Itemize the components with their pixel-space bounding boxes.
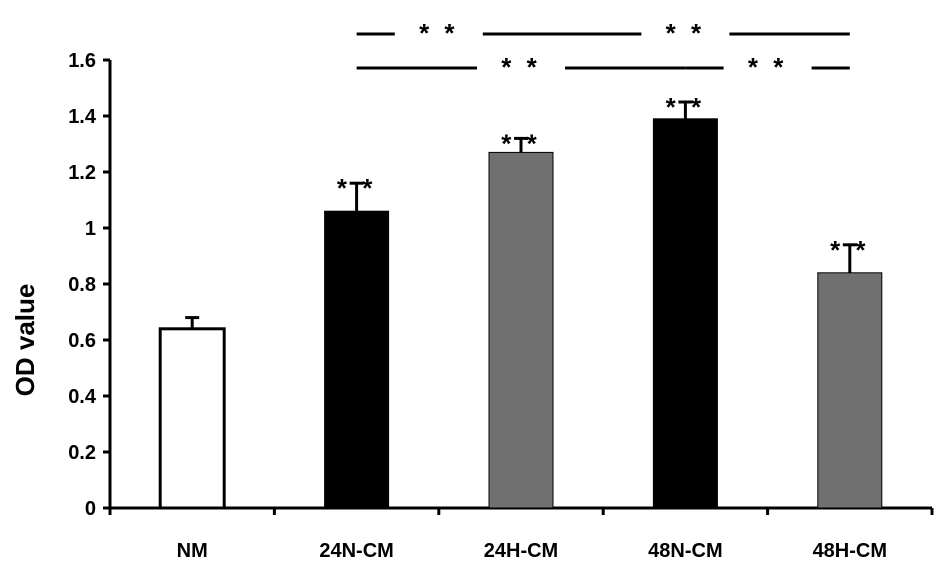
y-tick-label: 0.4 <box>68 386 97 408</box>
comparison-label: * * <box>748 52 787 82</box>
y-tick-label: 1.2 <box>68 162 96 184</box>
significance-label: * * <box>830 235 869 265</box>
x-tick-label: 24N-CM <box>319 540 393 562</box>
bars <box>158 100 883 510</box>
y-tick-label: 0.6 <box>68 330 96 352</box>
x-tick-label: 48N-CM <box>648 540 722 562</box>
bar-24N-CM <box>324 210 390 509</box>
significance-label: * * <box>666 92 705 122</box>
y-tick-label: 0.8 <box>68 274 96 296</box>
bar-48N-CM <box>652 118 718 509</box>
y-tick-label: 0.2 <box>68 442 96 464</box>
x-tick-label: NM <box>177 540 208 562</box>
significance-label: * * <box>501 128 540 158</box>
annotations: * * * * * * * * * * * * * * * * <box>337 18 869 265</box>
y-tick-label: 1.6 <box>68 50 96 72</box>
bar-24H-CM <box>488 151 554 509</box>
x-tick-label: 24H-CM <box>484 540 558 562</box>
y-tick-label: 0 <box>85 498 96 520</box>
axes: 0 0.2 0.4 0.6 0.8 1 1.2 1.4 1.6 NM 24N-CM 24H-CM 48N… <box>68 50 934 562</box>
significance-label: * * <box>337 173 376 203</box>
y-tick-label: 1 <box>85 218 96 240</box>
bar-48H-CM <box>817 272 883 509</box>
comparison-label: * * <box>419 18 458 48</box>
comparison-label: * * <box>666 18 705 48</box>
y-tick-label: 1.4 <box>68 106 97 128</box>
bar-NM <box>158 327 226 510</box>
comparison-label: * * <box>501 52 540 82</box>
x-tick-label: 48H-CM <box>813 540 887 562</box>
y-axis-label: OD value <box>10 284 40 397</box>
